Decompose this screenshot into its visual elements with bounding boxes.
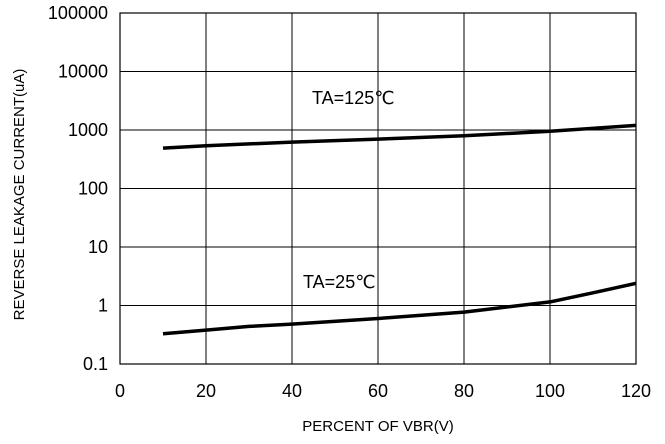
series-annotation-25c: TA=25℃ xyxy=(303,272,375,292)
y-tick-label: 0.1 xyxy=(83,354,108,374)
y-tick-label: 100000 xyxy=(48,3,108,23)
y-axis-title: REVERSE LEAKAGE CURRENT(uA) xyxy=(11,69,28,321)
plot-frame xyxy=(119,12,637,365)
x-tick-label: 20 xyxy=(196,381,216,401)
y-axis-ticks: 0.1 1 10 100 1000 10000 100000 xyxy=(48,3,108,374)
y-tick-label: 1 xyxy=(98,296,108,316)
y-tick-label: 100 xyxy=(78,179,108,199)
y-tick-label: 10000 xyxy=(58,62,108,82)
x-tick-label: 100 xyxy=(535,381,565,401)
series-line-0 xyxy=(162,123,637,150)
x-axis-ticks: 0 20 40 60 80 100 120 xyxy=(115,381,651,401)
x-tick-label: 60 xyxy=(368,381,388,401)
y-tick-label: 10 xyxy=(88,237,108,257)
grid xyxy=(120,13,636,364)
y-tick-label: 1000 xyxy=(68,120,108,140)
series-layer xyxy=(162,123,637,336)
series-annotation-125c: TA=125℃ xyxy=(312,88,394,108)
x-tick-label: 0 xyxy=(115,381,125,401)
x-tick-label: 80 xyxy=(454,381,474,401)
x-axis-title: PERCENT OF VBR(V) xyxy=(302,418,453,435)
series-line-1 xyxy=(162,281,637,336)
x-tick-label: 120 xyxy=(621,381,651,401)
x-tick-label: 40 xyxy=(282,381,302,401)
